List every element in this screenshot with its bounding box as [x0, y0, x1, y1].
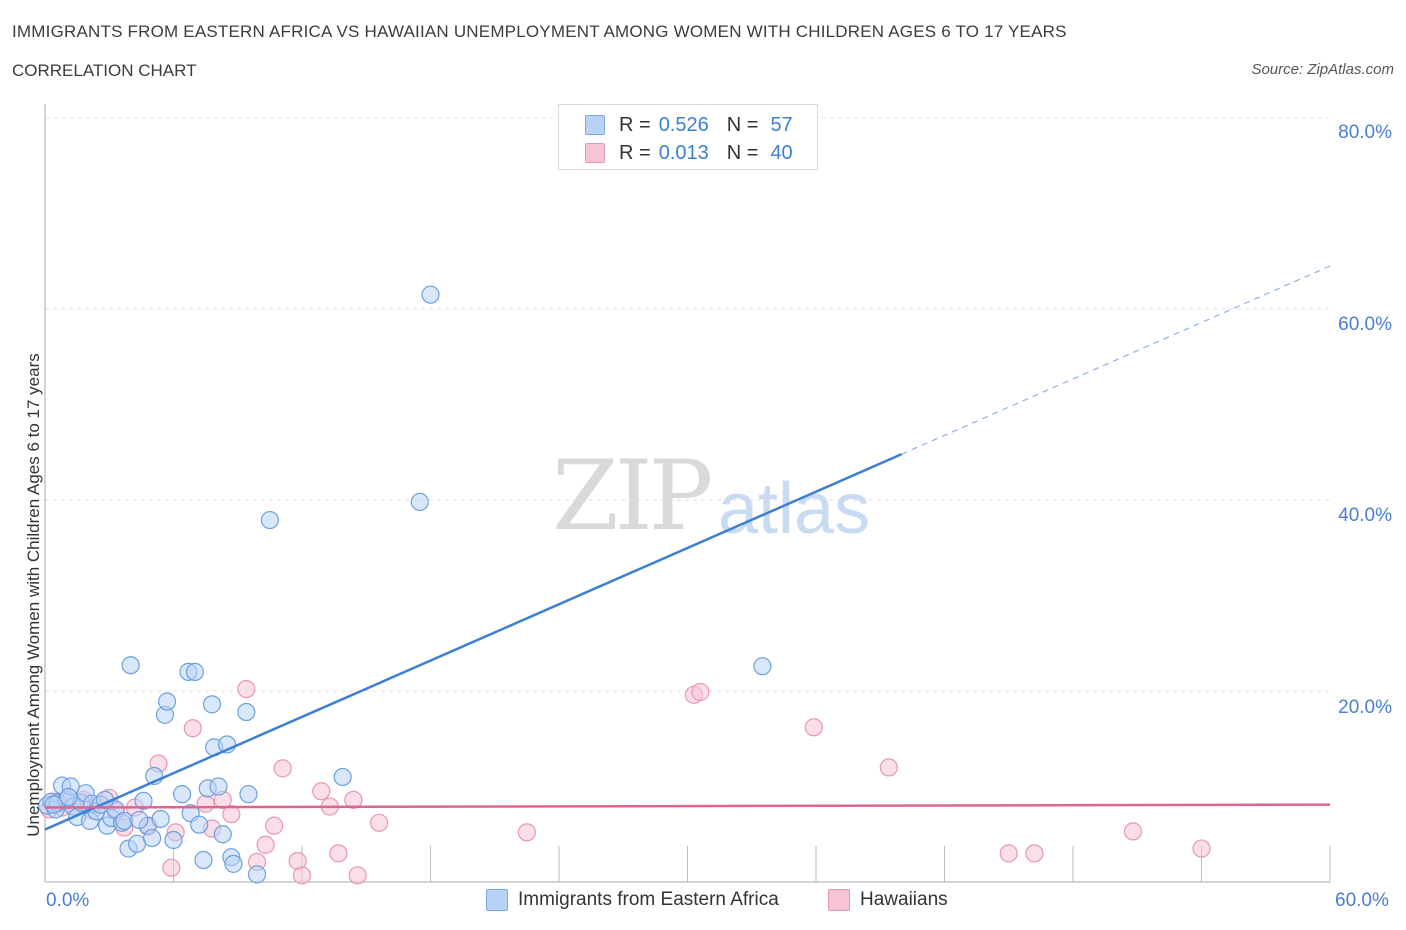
legend-swatch-blue [585, 115, 605, 135]
x-tick-label-max: 60.0% [1335, 890, 1389, 911]
point-eastern-africa-23 [134, 791, 153, 810]
point-eastern-africa-52 [753, 657, 772, 676]
point-eastern-africa-49 [333, 767, 352, 787]
point-hawaiians-38 [879, 758, 898, 777]
point-hawaiians-33 [370, 813, 389, 832]
chart-subtitle: CORRELATION CHART [12, 61, 197, 80]
point-eastern-africa-27 [151, 809, 170, 829]
series-legend: Immigrants from Eastern Africa Hawaiians [0, 889, 1406, 915]
legend-swatch-pink [585, 143, 605, 163]
legend-r-label: R = [619, 141, 651, 164]
point-eastern-africa-35 [190, 815, 209, 834]
legend-r-value-blue: 0.526 [658, 113, 709, 136]
point-eastern-africa-25 [142, 828, 162, 848]
legend-r-value-pink: 0.013 [658, 141, 709, 164]
y-tick-label-40: 40.0% [1338, 505, 1392, 526]
point-hawaiians-28 [312, 782, 331, 801]
y-tick-label-20: 20.0% [1338, 697, 1392, 718]
point-eastern-africa-38 [202, 695, 222, 714]
legend-row-pink: R = 0.013 N = 40 [585, 141, 793, 165]
point-hawaiians-41 [1025, 844, 1044, 863]
point-eastern-africa-55 [59, 787, 78, 807]
y-tick-label-80: 80.0% [1338, 122, 1392, 143]
point-eastern-africa-56 [130, 810, 149, 830]
point-eastern-africa-31 [172, 785, 192, 804]
point-eastern-africa-40 [209, 777, 228, 796]
legend-item-eastern-africa[interactable]: Immigrants from Eastern Africa [486, 889, 779, 911]
point-hawaiians-20 [222, 805, 241, 824]
point-eastern-africa-47 [247, 865, 267, 884]
point-eastern-africa-44 [224, 854, 243, 873]
point-eastern-africa-51 [421, 285, 440, 304]
trendline-eastern-africa [44, 453, 903, 831]
point-eastern-africa-46 [239, 785, 258, 804]
point-hawaiians-37 [804, 718, 823, 737]
legend-n-value-blue: 57 [770, 113, 793, 136]
point-eastern-africa-29 [157, 692, 177, 711]
point-eastern-africa-34 [185, 662, 205, 682]
point-hawaiians-36 [691, 682, 710, 702]
point-hawaiians-16 [183, 719, 202, 738]
correlation-legend: R = 0.526 N = 57 R = 0.013 N = 40 [558, 104, 818, 170]
point-hawaiians-30 [329, 844, 348, 863]
point-eastern-africa-45 [237, 702, 256, 722]
legend-label-hawaiians: Hawaiians [860, 889, 948, 910]
y-axis-label: Unemployment Among Women with Children A… [24, 353, 43, 837]
point-eastern-africa-30 [164, 830, 183, 850]
point-hawaiians-31 [344, 790, 363, 809]
y-tick-label-60: 60.0% [1338, 314, 1392, 335]
point-hawaiians-25 [273, 759, 292, 778]
legend-label-eastern-africa: Immigrants from Eastern Africa [518, 889, 779, 910]
point-hawaiians-34 [517, 823, 536, 842]
x-tick-label-min: 0.0% [46, 890, 90, 911]
point-eastern-africa-41 [213, 825, 232, 844]
point-hawaiians-17 [196, 794, 215, 813]
point-eastern-africa-48 [260, 510, 279, 530]
watermark-zip: ZIP [552, 440, 713, 552]
chart-title: IMMIGRANTS FROM EASTERN AFRICA VS HAWAII… [12, 22, 1067, 41]
trendline-eastern-africa-extension [901, 265, 1331, 455]
legend-swatch-eastern-africa [486, 889, 508, 911]
point-eastern-africa-50 [410, 492, 429, 512]
watermark-atlas: atlas [718, 469, 871, 549]
legend-swatch-hawaiians [828, 889, 850, 911]
legend-n-label: N = [726, 141, 759, 164]
point-eastern-africa-36 [194, 850, 213, 870]
point-hawaiians-24 [265, 816, 284, 835]
y-axis-label-wrap: Unemployment Among Women with Children A… [4, 100, 54, 880]
legend-r-label: R = [619, 113, 651, 136]
legend-n-label: N = [726, 113, 759, 136]
point-hawaiians-32 [348, 866, 367, 885]
point-hawaiians-14 [162, 858, 181, 877]
legend-row-blue: R = 0.526 N = 57 [585, 113, 793, 137]
point-hawaiians-23 [256, 835, 275, 854]
legend-item-hawaiians[interactable]: Hawaiians [828, 889, 948, 911]
point-hawaiians-27 [292, 866, 312, 885]
point-hawaiians-39 [1123, 822, 1143, 841]
source-label: Source: ZipAtlas.com [1251, 61, 1394, 78]
trendline-hawaiians [44, 803, 1331, 809]
point-eastern-africa-53 [44, 795, 63, 814]
point-hawaiians-40 [999, 844, 1018, 863]
point-hawaiians-42 [1192, 839, 1211, 858]
point-hawaiians-21 [237, 679, 256, 699]
point-eastern-africa-21 [121, 656, 140, 675]
legend-n-value-pink: 40 [770, 141, 793, 164]
